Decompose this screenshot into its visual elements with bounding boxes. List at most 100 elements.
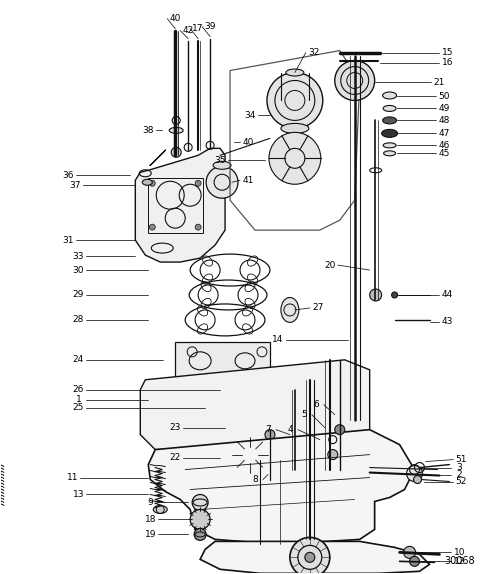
Circle shape xyxy=(269,133,321,184)
Text: 2: 2 xyxy=(456,470,462,479)
Text: 32: 32 xyxy=(308,48,320,57)
Text: 52: 52 xyxy=(456,477,467,486)
Text: 7: 7 xyxy=(265,425,271,434)
Circle shape xyxy=(392,292,398,298)
Ellipse shape xyxy=(232,385,254,395)
Circle shape xyxy=(328,449,338,460)
Text: 8: 8 xyxy=(252,475,258,484)
Circle shape xyxy=(290,537,330,574)
Circle shape xyxy=(150,180,156,186)
Text: 34: 34 xyxy=(244,111,256,120)
Circle shape xyxy=(414,475,422,483)
Text: 36: 36 xyxy=(63,171,74,180)
Text: 17: 17 xyxy=(192,24,204,33)
Text: 4: 4 xyxy=(287,425,292,434)
Text: 40: 40 xyxy=(242,138,254,147)
Text: 19: 19 xyxy=(144,530,156,539)
Circle shape xyxy=(370,289,382,301)
Text: 10: 10 xyxy=(454,548,465,557)
Ellipse shape xyxy=(154,506,167,514)
Circle shape xyxy=(236,383,250,397)
Text: 1: 1 xyxy=(76,395,82,404)
Text: 14: 14 xyxy=(272,335,283,344)
Text: 15: 15 xyxy=(442,48,453,57)
Text: 27: 27 xyxy=(312,304,324,312)
Text: 46: 46 xyxy=(439,141,450,150)
Bar xyxy=(175,342,270,380)
Text: 33: 33 xyxy=(72,251,84,261)
Text: 42: 42 xyxy=(182,26,194,35)
Text: 21: 21 xyxy=(434,78,445,87)
Text: 48: 48 xyxy=(439,116,450,125)
Text: 12: 12 xyxy=(454,557,465,566)
Circle shape xyxy=(195,224,201,230)
Bar xyxy=(233,410,277,452)
Text: 37: 37 xyxy=(70,181,81,190)
Ellipse shape xyxy=(382,117,396,124)
Text: 50: 50 xyxy=(438,92,450,101)
Text: 18: 18 xyxy=(144,515,156,524)
Circle shape xyxy=(190,510,210,529)
Ellipse shape xyxy=(383,143,396,148)
Text: 49: 49 xyxy=(439,104,450,113)
Text: 43: 43 xyxy=(442,317,453,327)
Ellipse shape xyxy=(286,69,304,76)
Bar xyxy=(148,179,203,233)
Text: 51: 51 xyxy=(456,455,467,464)
Text: 23: 23 xyxy=(170,423,181,432)
Text: 28: 28 xyxy=(73,316,84,324)
Ellipse shape xyxy=(382,92,396,99)
Text: 30: 30 xyxy=(72,266,84,274)
Polygon shape xyxy=(140,360,370,449)
Ellipse shape xyxy=(169,127,183,133)
Ellipse shape xyxy=(281,123,309,133)
Text: 40: 40 xyxy=(170,14,181,23)
Text: 9: 9 xyxy=(148,498,153,507)
Circle shape xyxy=(171,148,181,157)
Ellipse shape xyxy=(383,106,396,111)
Ellipse shape xyxy=(382,129,398,137)
Ellipse shape xyxy=(384,151,396,156)
Text: 41: 41 xyxy=(242,176,254,185)
Text: 44: 44 xyxy=(442,290,453,300)
Text: 24: 24 xyxy=(73,355,84,364)
Text: 16: 16 xyxy=(442,58,453,67)
Text: 20: 20 xyxy=(324,261,336,270)
Ellipse shape xyxy=(213,161,231,169)
Text: 22: 22 xyxy=(170,453,181,462)
Circle shape xyxy=(267,72,323,129)
Circle shape xyxy=(231,406,279,453)
Circle shape xyxy=(206,166,238,198)
Ellipse shape xyxy=(142,179,152,185)
Text: 39: 39 xyxy=(204,22,216,31)
Text: 47: 47 xyxy=(439,129,450,138)
Circle shape xyxy=(195,180,201,186)
Polygon shape xyxy=(200,541,430,573)
Circle shape xyxy=(194,529,206,540)
Text: 30068: 30068 xyxy=(444,556,474,567)
Polygon shape xyxy=(136,148,225,262)
Text: 5: 5 xyxy=(301,410,306,419)
Circle shape xyxy=(410,556,420,567)
Circle shape xyxy=(192,494,208,510)
Circle shape xyxy=(305,552,315,563)
Ellipse shape xyxy=(281,297,299,323)
Text: 3: 3 xyxy=(456,463,462,472)
Circle shape xyxy=(265,430,275,440)
Circle shape xyxy=(335,425,344,435)
Circle shape xyxy=(406,466,422,482)
Circle shape xyxy=(335,60,374,100)
Text: 29: 29 xyxy=(73,290,84,300)
Ellipse shape xyxy=(220,402,250,414)
Text: 45: 45 xyxy=(439,149,450,158)
Text: 6: 6 xyxy=(313,400,318,409)
Text: 11: 11 xyxy=(66,473,78,482)
Circle shape xyxy=(242,447,258,463)
Circle shape xyxy=(222,426,278,483)
Text: 25: 25 xyxy=(73,403,84,412)
Text: 26: 26 xyxy=(73,385,84,394)
Text: 38: 38 xyxy=(142,126,154,135)
Text: 31: 31 xyxy=(63,235,74,245)
Polygon shape xyxy=(148,430,414,544)
Circle shape xyxy=(404,546,415,559)
